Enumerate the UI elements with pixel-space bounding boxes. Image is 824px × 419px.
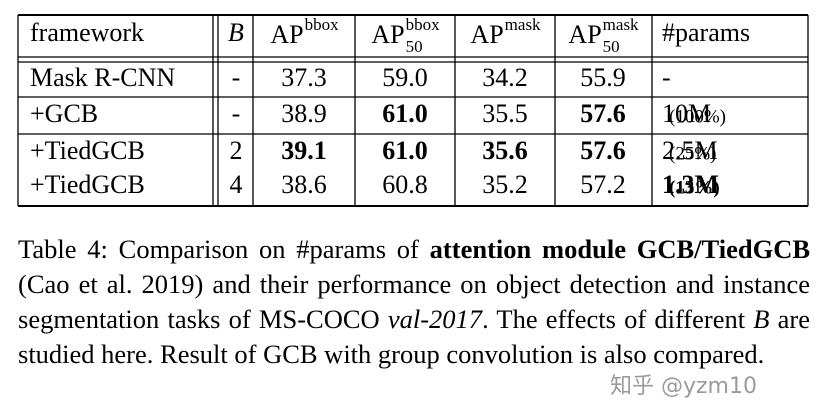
header-cell: #params — [662, 18, 750, 47]
cell: 35.2 — [482, 170, 528, 199]
cell: 1.3M — [662, 170, 719, 199]
header-cell: AP — [371, 20, 404, 49]
cell-note: (13%) — [669, 177, 720, 198]
caption-run: Table 4: Comparison on #params of — [18, 234, 430, 264]
cell: 61.0 — [382, 99, 428, 128]
cell: 2.5M — [662, 136, 718, 165]
caption-run: are studied here. Result of GCB with gro… — [18, 304, 811, 369]
header-cell: AP — [568, 20, 601, 49]
cell: 38.9 — [281, 99, 327, 128]
cell: - — [232, 63, 241, 92]
cell: 39.1 — [281, 136, 327, 165]
cell: 60.8 — [382, 170, 428, 199]
header-cell: AP — [470, 20, 503, 49]
watermark: 知乎 @yzm10 — [610, 374, 757, 399]
caption-run: (Cao et al. 2019) and their performance … — [18, 269, 810, 334]
header-cell: B — [228, 18, 244, 47]
cell: 59.0 — [382, 63, 428, 92]
cell: +TiedGCB — [30, 136, 145, 165]
cell: - — [662, 63, 671, 92]
cell: 57.2 — [580, 170, 626, 199]
caption-run: attention module GCB/TiedGCB — [429, 234, 811, 264]
header-sup: mask — [505, 15, 541, 34]
cell: 57.6 — [580, 136, 626, 165]
cell: 2 — [230, 136, 243, 165]
caption-run: val-2017 — [387, 304, 483, 334]
cell: 61.0 — [382, 136, 428, 165]
cell: 10M — [662, 99, 711, 128]
cell: 35.5 — [482, 99, 528, 128]
cell: 37.3 — [281, 63, 327, 92]
cell: Mask R-CNN — [30, 63, 175, 92]
caption-run: . The effects of different — [482, 304, 754, 334]
caption-run: B — [753, 304, 770, 334]
cell: 57.6 — [580, 99, 626, 128]
header-cell: AP — [270, 20, 303, 49]
header-sup: bbox — [305, 15, 340, 34]
cell: 35.6 — [482, 136, 528, 165]
cell: 55.9 — [580, 63, 626, 92]
header-sub: 50 — [406, 37, 423, 56]
header-sup: mask — [603, 15, 639, 34]
header-cell: framework — [30, 18, 144, 47]
header-sup: bbox — [406, 15, 441, 34]
cell: 4 — [230, 170, 243, 199]
cell: 38.6 — [281, 170, 327, 199]
cell-note: (100%) — [669, 106, 726, 127]
cell: +GCB — [30, 99, 98, 128]
caption: Table 4: Comparison on #params of attent… — [18, 232, 810, 372]
cell: 34.2 — [482, 63, 528, 92]
header-sub: 50 — [603, 37, 620, 56]
cell: - — [232, 99, 241, 128]
cell-note: (25%) — [669, 143, 716, 164]
cell: +TiedGCB — [30, 170, 145, 199]
